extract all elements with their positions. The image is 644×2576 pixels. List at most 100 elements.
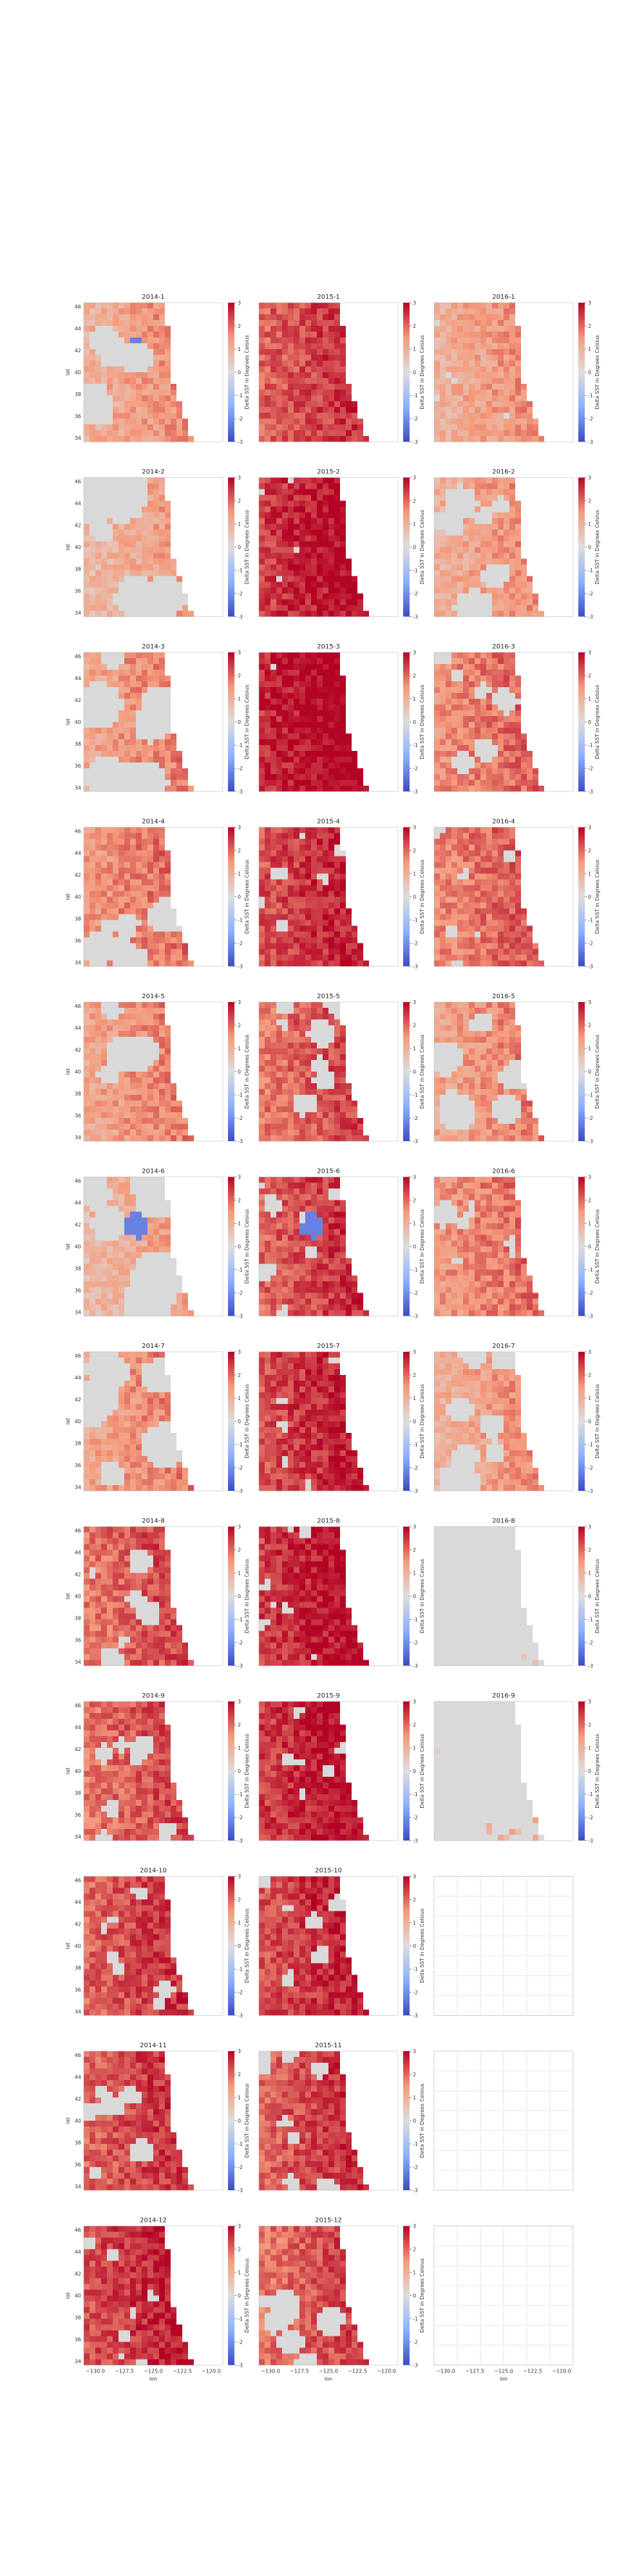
sst-cell <box>328 559 334 565</box>
sst-cell <box>323 664 328 670</box>
sst-cell <box>113 676 118 681</box>
sst-cell <box>457 664 463 670</box>
sst-cell <box>515 303 521 308</box>
sst-cell <box>270 337 276 343</box>
sst-cell <box>194 553 200 559</box>
sst-cell <box>392 576 398 582</box>
sst-cell <box>352 722 357 728</box>
sst-cell <box>446 303 451 308</box>
sst-cell <box>533 681 538 687</box>
sst-cell <box>521 314 527 320</box>
sst-cell <box>217 308 223 314</box>
sst-cell <box>521 413 527 419</box>
sst-cell <box>475 384 480 390</box>
sst-cell <box>118 757 124 762</box>
sst-cell <box>440 407 446 413</box>
sst-cell <box>171 524 176 530</box>
sst-cell <box>357 349 363 355</box>
sst-cell <box>357 378 363 384</box>
sst-cell <box>288 553 294 559</box>
sst-cell <box>95 384 101 390</box>
sst-cell <box>556 489 562 495</box>
sst-cell <box>328 355 334 361</box>
sst-cell <box>288 547 294 553</box>
sst-cell <box>369 745 375 751</box>
sst-cell <box>533 390 538 395</box>
sst-cell <box>153 547 159 553</box>
sst-cell <box>381 361 386 366</box>
sst-cell <box>562 484 567 489</box>
sst-cell <box>200 611 205 617</box>
sst-cell <box>446 495 451 501</box>
sst-cell <box>153 705 159 710</box>
sst-cell <box>357 495 363 501</box>
sst-cell <box>323 378 328 384</box>
sst-cell <box>498 337 504 343</box>
sst-cell <box>282 536 288 542</box>
sst-cell <box>492 314 498 320</box>
sst-cell <box>288 762 294 768</box>
sst-cell <box>305 308 311 314</box>
sst-cell <box>475 547 480 553</box>
sst-cell <box>113 582 118 588</box>
sst-cell <box>305 658 311 664</box>
sst-cell <box>276 757 282 762</box>
sst-cell <box>95 676 101 681</box>
sst-cell <box>486 390 492 395</box>
sst-cell <box>357 693 363 699</box>
sst-cell <box>142 681 147 687</box>
sst-cell <box>381 489 386 495</box>
sst-cell <box>282 699 288 705</box>
sst-cell <box>153 530 159 536</box>
sst-cell <box>211 745 217 751</box>
sst-cell <box>480 489 486 495</box>
sst-cell <box>311 530 317 536</box>
sst-cell <box>211 547 217 553</box>
sst-cell <box>434 395 440 401</box>
sst-cell <box>469 401 475 407</box>
sst-cell <box>381 716 386 722</box>
sst-cell <box>90 710 95 716</box>
sst-cell <box>392 547 398 553</box>
sst-cell <box>200 786 205 791</box>
sst-cell <box>463 436 469 442</box>
sst-cell <box>492 542 498 547</box>
sst-cell <box>369 734 375 739</box>
sst-cell <box>95 751 101 757</box>
sst-cell <box>544 565 550 571</box>
sst-cell <box>386 705 392 710</box>
sst-cell <box>504 693 509 699</box>
sst-cell <box>334 337 340 343</box>
sst-cell <box>375 605 381 611</box>
sst-cell <box>346 652 352 658</box>
sst-cell <box>153 786 159 791</box>
sst-cell <box>265 664 270 670</box>
sst-cell <box>317 722 323 728</box>
sst-cell <box>176 320 182 326</box>
sst-cell <box>567 582 573 588</box>
sst-cell <box>90 681 95 687</box>
sst-cell <box>188 658 194 664</box>
sst-cell <box>346 308 352 314</box>
sst-cell <box>165 571 171 576</box>
sst-cell <box>328 314 334 320</box>
sst-cell <box>288 780 294 786</box>
sst-cell <box>113 693 118 699</box>
sst-cell <box>357 337 363 343</box>
sst-cell <box>153 658 159 664</box>
sst-cell <box>276 332 282 337</box>
sst-cell <box>136 664 142 670</box>
sst-cell <box>381 658 386 664</box>
sst-cell <box>147 716 153 722</box>
sst-cell <box>211 576 217 582</box>
sst-cell <box>562 681 567 687</box>
sst-cell <box>182 542 188 547</box>
sst-cell <box>107 308 113 314</box>
sst-cell <box>142 536 147 542</box>
sst-cell <box>159 582 165 588</box>
sst-cell <box>113 542 118 547</box>
sst-cell <box>124 745 130 751</box>
sst-cell <box>346 518 352 524</box>
sst-cell <box>270 565 276 571</box>
sst-cell <box>305 542 311 547</box>
